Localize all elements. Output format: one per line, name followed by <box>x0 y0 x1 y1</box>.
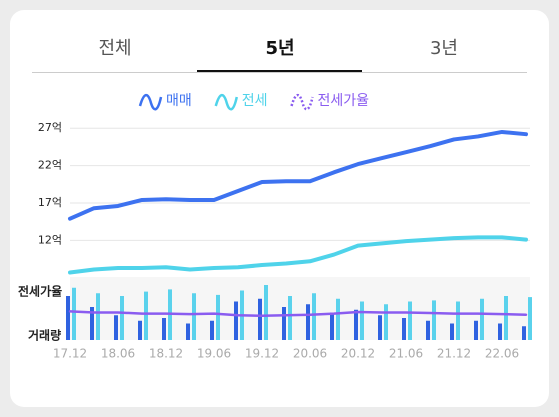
volume-bar <box>192 293 196 340</box>
x-tick-label: 20.12 <box>341 347 375 361</box>
volume-bar <box>114 315 118 340</box>
y-tick-label: 27억 <box>38 121 62 134</box>
volume-bar <box>264 285 268 340</box>
volume-bar <box>90 307 94 340</box>
volume-bar <box>216 294 220 340</box>
volume-bar <box>480 298 484 340</box>
volume-bar <box>384 304 388 340</box>
volume-bar <box>354 309 358 340</box>
volume-bar <box>120 296 124 340</box>
x-tick-label: 18.12 <box>149 347 183 361</box>
volume-bar <box>360 301 364 340</box>
series-line <box>68 235 528 275</box>
volume-bar <box>378 315 382 340</box>
volume-bar <box>282 307 286 340</box>
volume-bar <box>288 296 292 340</box>
y-tick-label: 22억 <box>38 159 62 172</box>
volume-bar <box>330 312 334 340</box>
volume-bar <box>210 320 214 340</box>
legend-icon <box>138 93 163 111</box>
volume-bar <box>402 318 406 340</box>
volume-bar <box>408 301 412 340</box>
volume-bar <box>498 323 502 340</box>
y-tick-label: 17억 <box>38 196 62 209</box>
volume-bar <box>432 300 436 340</box>
volume-bar <box>258 298 262 340</box>
x-tick-label: 22.06 <box>485 347 519 361</box>
x-tick-label: 17.12 <box>53 347 87 361</box>
volume-bar <box>522 326 526 340</box>
legend-label: 전세가율 <box>318 93 370 109</box>
x-tick-label: 21.06 <box>389 347 423 361</box>
x-tick-label: 19.12 <box>245 347 279 361</box>
legend-icon <box>290 93 314 111</box>
volume-bar <box>312 293 316 340</box>
volume-bar <box>456 301 460 340</box>
panel-label: 거래량 <box>28 328 61 343</box>
series-line <box>68 310 528 318</box>
tab-active[interactable]: 5년 <box>265 38 294 59</box>
x-tick-label: 20.06 <box>293 347 327 361</box>
volume-bar <box>72 287 76 340</box>
y-tick-label: 12억 <box>38 233 62 246</box>
legend-label: 매매 <box>166 93 192 109</box>
tab[interactable]: 3년 <box>430 38 458 59</box>
volume-bar <box>474 320 478 340</box>
volume-bar <box>504 296 508 340</box>
tab[interactable]: 전체 <box>98 38 131 59</box>
volume-bar <box>144 291 148 340</box>
volume-bar <box>96 293 100 340</box>
volume-bar <box>336 298 340 340</box>
volume-bar <box>234 301 238 340</box>
volume-bar <box>306 304 310 340</box>
panel-label: 전세가율 <box>18 284 62 299</box>
volume-bar <box>162 318 166 340</box>
x-tick-label: 19.06 <box>197 347 231 361</box>
series-line <box>68 129 528 221</box>
legend-label: 전세 <box>242 93 268 109</box>
volume-bar <box>186 323 190 340</box>
x-tick-label: 18.06 <box>101 347 135 361</box>
x-tick-label: 21.12 <box>437 347 471 361</box>
volume-bar <box>138 320 142 340</box>
volume-bar <box>450 323 454 340</box>
legend-icon <box>214 93 238 111</box>
volume-bar <box>528 297 532 340</box>
volume-bar <box>66 296 70 340</box>
volume-bar <box>426 320 430 340</box>
